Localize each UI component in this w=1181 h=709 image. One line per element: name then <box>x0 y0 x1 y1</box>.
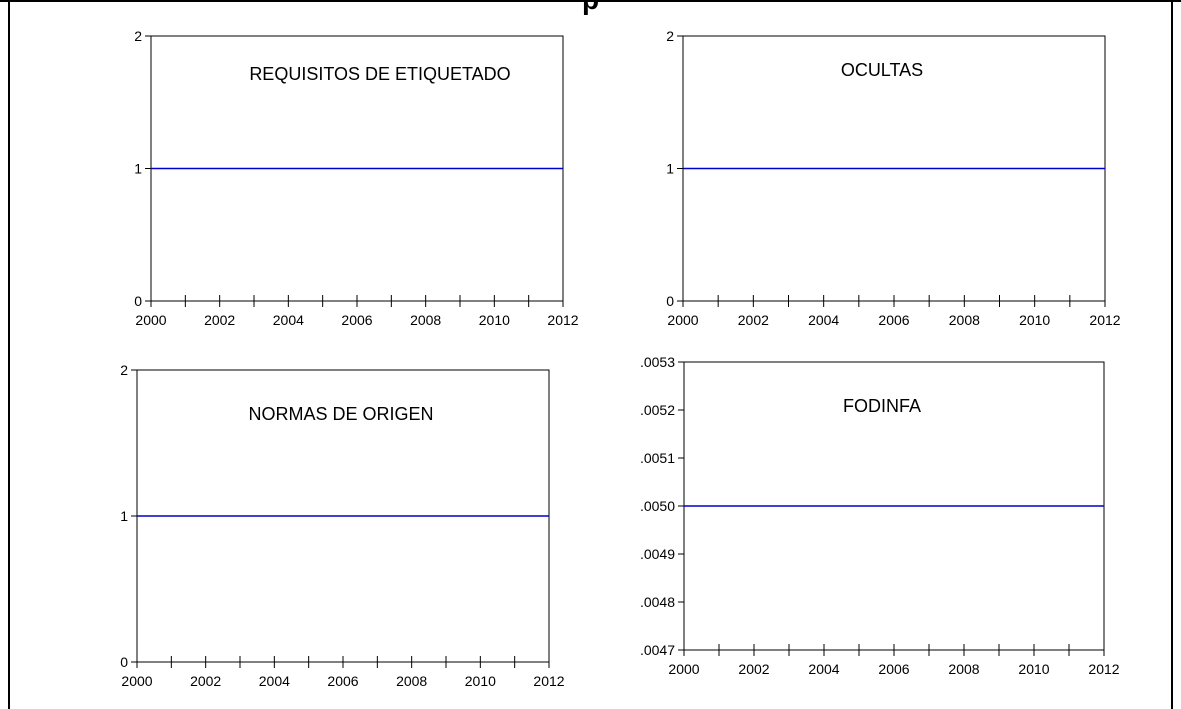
x-tick-label: 2008 <box>410 312 441 328</box>
chart-panel-4: .0047 .0048 .0049 .0050 .0051 .0052 .0053 2000 2… <box>640 354 1120 677</box>
chart-panel-3: 0 1 2 2000 2002 2004 2006 2008 2010 2012 NORMAS DE… <box>120 362 565 689</box>
y-tick-label: 1 <box>134 161 142 177</box>
x-tick-label: 2000 <box>135 312 166 328</box>
x-tick-label: 2004 <box>808 312 839 328</box>
x-tick-label: 2008 <box>949 312 980 328</box>
y-tick-label: .0052 <box>640 402 675 418</box>
chart-panel-2: 0 1 2 2000 2002 2004 2006 2008 2010 2012 OCULTAS <box>666 28 1121 328</box>
x-tick-label: 2010 <box>479 312 510 328</box>
x-tick-label: 2002 <box>204 312 235 328</box>
x-tick-label: 2008 <box>396 673 427 689</box>
y-tick-label: .0048 <box>640 594 675 610</box>
x-tick-label: 2000 <box>121 673 152 689</box>
x-tick-label: 2010 <box>1019 312 1050 328</box>
panel-title: NORMAS DE ORIGEN <box>248 404 433 424</box>
x-tick-label: 2006 <box>327 673 358 689</box>
x-tick-label: 2010 <box>1018 661 1049 677</box>
x-tick-label: 2002 <box>738 661 769 677</box>
x-tick-label: 2006 <box>878 661 909 677</box>
y-tick-label: 0 <box>134 293 142 309</box>
x-tick-label: 2012 <box>533 673 564 689</box>
y-tick-label: .0050 <box>640 498 675 514</box>
y-tick-label: 1 <box>120 508 128 524</box>
y-tick-label: .0047 <box>640 642 675 658</box>
x-tick-label: 2012 <box>1088 661 1119 677</box>
x-tick-label: 2000 <box>667 312 698 328</box>
x-tick-label: 2008 <box>948 661 979 677</box>
panel-title: OCULTAS <box>841 60 923 80</box>
x-tick-label: 2000 <box>668 661 699 677</box>
y-tick-label: .0051 <box>640 450 675 466</box>
y-tick-label: 0 <box>120 654 128 670</box>
y-tick-label: 2 <box>134 28 142 44</box>
panel-title: REQUISITOS DE ETIQUETADO <box>249 64 510 84</box>
panel-title: FODINFA <box>843 396 921 416</box>
y-tick-label: .0049 <box>640 546 675 562</box>
x-tick-label: 2002 <box>190 673 221 689</box>
x-tick-label: 2004 <box>259 673 290 689</box>
x-tick-label: 2012 <box>1089 312 1120 328</box>
x-tick-label: 2012 <box>547 312 578 328</box>
x-tick-label: 2002 <box>738 312 769 328</box>
x-tick-label: 2010 <box>465 673 496 689</box>
y-tick-label: 0 <box>666 293 674 309</box>
x-tick-label: 2004 <box>273 312 304 328</box>
x-tick-label: 2004 <box>808 661 839 677</box>
y-tick-label: 1 <box>666 161 674 177</box>
chart-panel-1: 0 1 2 2000 2002 2004 2006 2008 2010 2012 REQUISITO… <box>134 28 579 328</box>
x-tick-label: 2006 <box>878 312 909 328</box>
y-tick-label: 2 <box>666 28 674 44</box>
page-title: p <box>0 0 1181 16</box>
y-tick-label: 2 <box>120 362 128 378</box>
x-tick-label: 2006 <box>341 312 372 328</box>
y-tick-label: .0053 <box>640 354 675 370</box>
